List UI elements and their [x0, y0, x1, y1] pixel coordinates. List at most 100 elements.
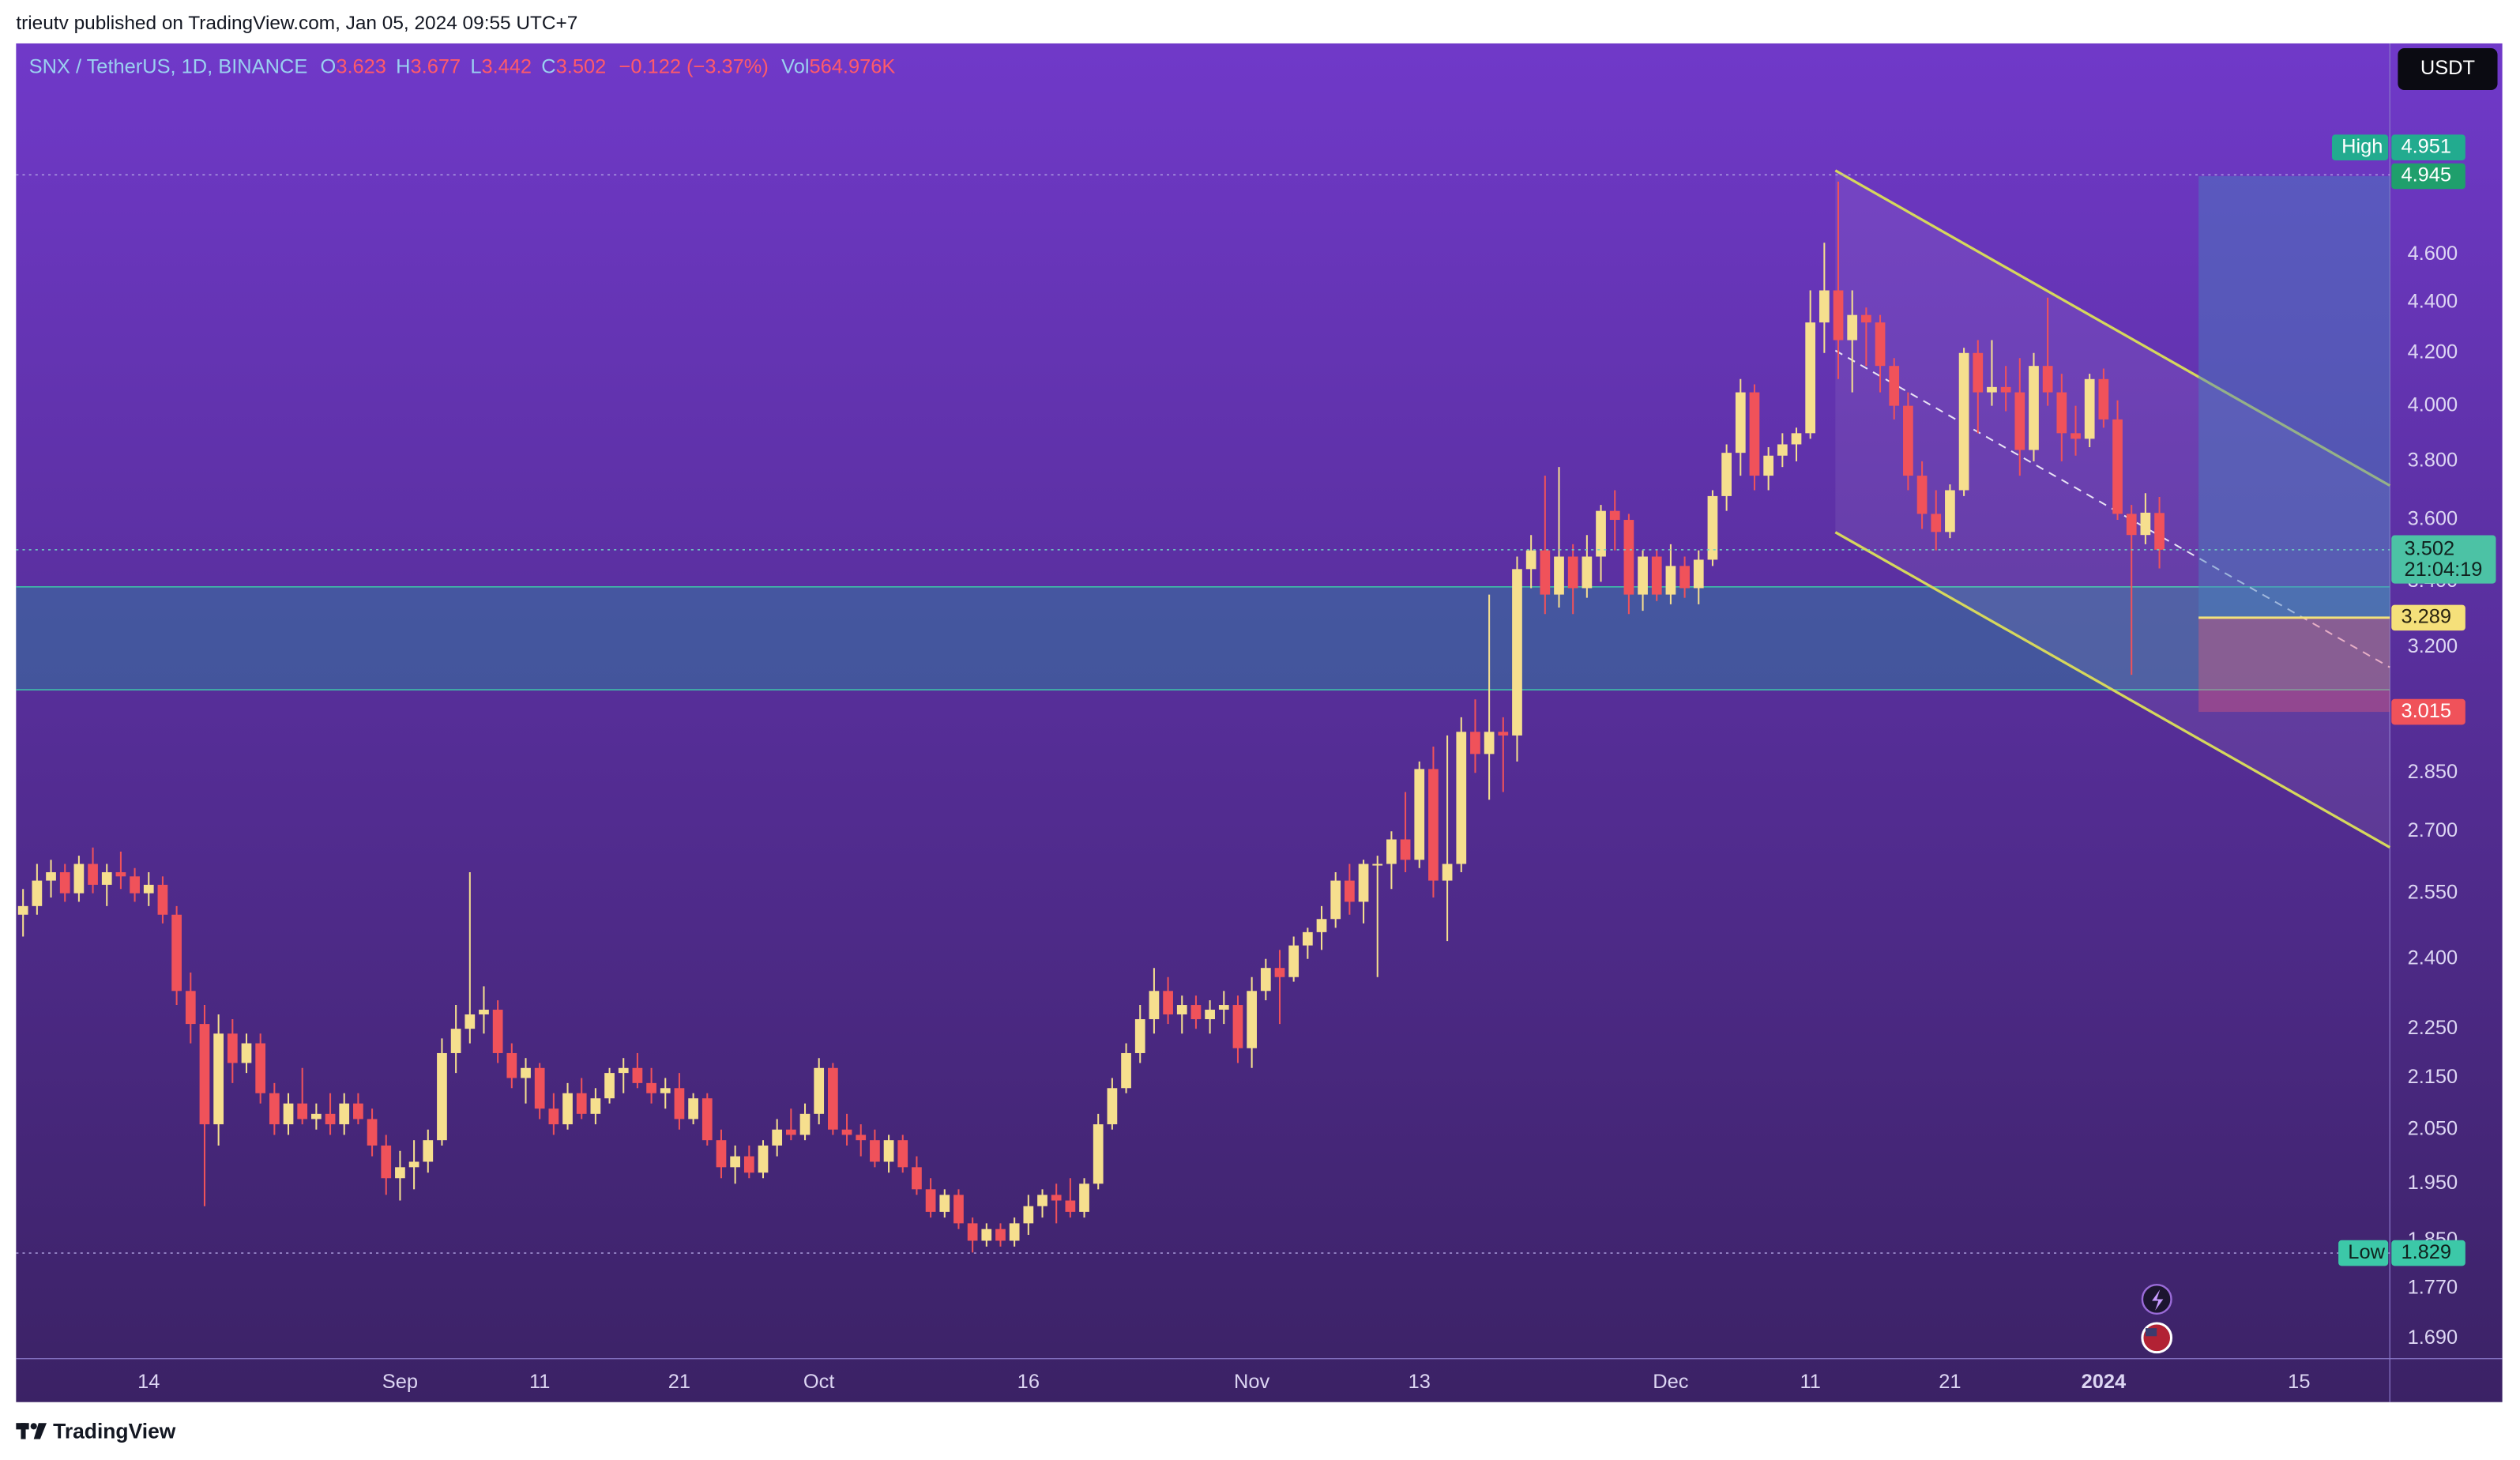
candle-body [646, 1082, 656, 1093]
legend-key: O [321, 55, 337, 77]
candle-body [2029, 366, 2039, 450]
symbol: SNX / TetherUS, 1D, BINANCE [29, 55, 308, 77]
currency-label[interactable]: USDT [2420, 57, 2475, 79]
x-tick-label: 13 [1409, 1371, 1431, 1393]
candle-body [883, 1140, 894, 1162]
candle-body [1345, 880, 1355, 902]
candle-body [73, 864, 85, 894]
candle-body [548, 1108, 559, 1125]
stop-value-box [2391, 698, 2465, 725]
x-tick-label: 2024 [2082, 1371, 2127, 1393]
candle-body [1903, 405, 1913, 476]
y-tick-label: 1.770 [2408, 1277, 2458, 1299]
legend-value: 3.677 [411, 55, 461, 77]
low-value: 1.829 [2401, 1241, 2451, 1263]
candle-body [479, 1010, 489, 1015]
candle-body [1721, 453, 1732, 496]
candle-body [339, 1103, 350, 1125]
candle-body [17, 905, 28, 915]
candle-body [101, 872, 112, 885]
x-tick-label: 16 [1017, 1371, 1040, 1393]
low-value-box [2391, 1240, 2465, 1266]
legend-value: 3.623 [336, 55, 386, 77]
candles [17, 181, 2165, 1253]
candle-body [1609, 510, 1620, 521]
candle-body [1540, 550, 1551, 595]
candle-body [423, 1140, 434, 1162]
candle-body [213, 1033, 224, 1125]
legend-value: 3.442 [481, 55, 532, 77]
candle-body [939, 1195, 950, 1212]
candle-body [1763, 455, 1774, 476]
candle-body [1470, 732, 1480, 754]
candle-body [255, 1043, 266, 1093]
flag-icon[interactable] [2141, 1322, 2173, 1354]
candle-body [674, 1088, 685, 1119]
candle-body [856, 1135, 867, 1141]
candle-body [1958, 352, 1969, 491]
y-tick-label: 2.550 [2408, 881, 2458, 903]
candle-body [59, 872, 70, 894]
candle-body [828, 1067, 838, 1130]
candle-body [1386, 839, 1397, 864]
candle-body [1805, 322, 1816, 434]
candle-body [1093, 1124, 1104, 1184]
channel-upper [1834, 169, 2391, 487]
candle-body [2056, 392, 2067, 434]
candle-body [1330, 880, 1341, 920]
candle-body [1316, 919, 1327, 932]
candle-body [157, 884, 168, 915]
candle-body [283, 1103, 294, 1125]
candle-body [534, 1067, 545, 1109]
candle-body [1582, 556, 1593, 589]
last-box [2391, 535, 2496, 584]
stop-value: 3.015 [2401, 700, 2451, 722]
y-tick-label: 3.200 [2408, 635, 2458, 657]
candle-body [1247, 991, 1258, 1048]
candle-body [841, 1129, 852, 1135]
legend-value: 564.976K [809, 55, 895, 77]
candle-body [1149, 991, 1160, 1020]
y-tick-label: 4.200 [2408, 341, 2458, 363]
target-value: 4.945 [2401, 164, 2451, 186]
y-tick-label: 2.150 [2408, 1066, 2458, 1088]
last-value: 3.502 [2405, 538, 2455, 560]
brand: TradingView [53, 1419, 176, 1443]
candle-body [1274, 968, 1285, 977]
candle-body [1679, 566, 1690, 589]
candle-body [1414, 769, 1425, 860]
logo-part [30, 1423, 37, 1430]
candle-body [130, 876, 140, 894]
high-value-box [2391, 134, 2465, 160]
legend-key: C [541, 55, 555, 77]
legend-header: SNX / TetherUS, 1D, BINANCE O3.623 H3.677 L… [29, 55, 896, 77]
candle-body [492, 1010, 503, 1053]
candle-body [506, 1052, 517, 1078]
currency-button[interactable] [2398, 48, 2498, 90]
candle-body [143, 884, 154, 894]
candle-body [297, 1103, 308, 1119]
candle-body [1400, 839, 1411, 860]
legend-key: H [396, 55, 410, 77]
candle-body [1260, 968, 1271, 992]
legend-change: −0.122 (−3.37%) [619, 55, 769, 77]
y-tick-label: 3.800 [2408, 450, 2458, 472]
candle-body [1596, 510, 1606, 557]
candle-body [590, 1098, 601, 1114]
candle-body [1987, 386, 1997, 393]
x-tick-label: 15 [2288, 1371, 2310, 1393]
candle-body [1218, 1005, 1229, 1010]
support-zone [16, 586, 2390, 690]
candle-body [1875, 322, 1886, 367]
candle-body [2098, 378, 2109, 420]
y-tick-label: 2.850 [2408, 761, 2458, 783]
candle-body [1861, 314, 1871, 323]
candle-body [465, 1014, 476, 1029]
candle-body [1651, 556, 1662, 595]
legend-key: Vol [781, 55, 809, 77]
candle-body [115, 872, 126, 877]
candle-body [381, 1145, 392, 1179]
candle-body [2154, 513, 2165, 550]
candle-body [1428, 769, 1439, 881]
